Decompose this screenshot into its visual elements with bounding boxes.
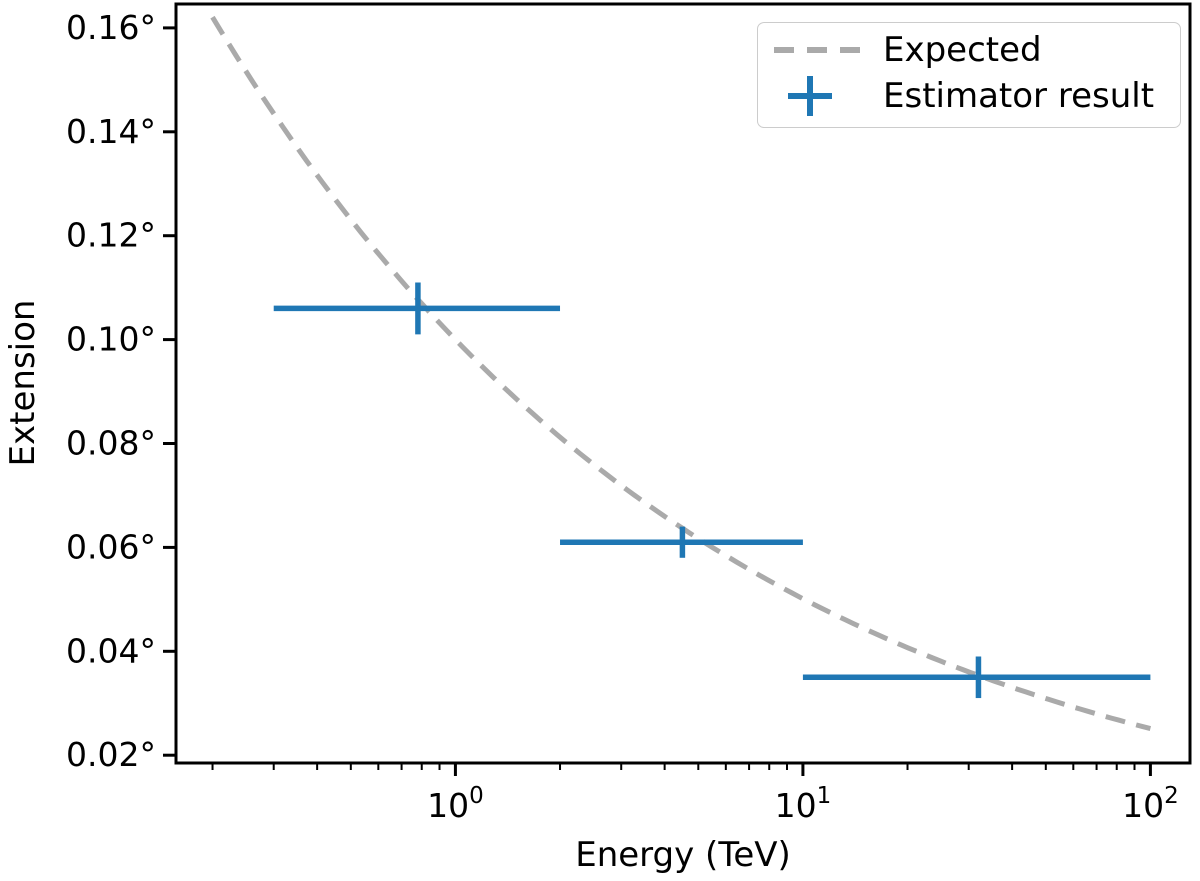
y-tick-label: 0.10° — [66, 320, 156, 359]
legend-item-estimator-result: Estimator result — [772, 74, 1170, 118]
x-tick-label: 100 — [427, 783, 484, 825]
y-axis-label: Extension — [3, 300, 43, 467]
legend-label-expected: Expected — [883, 29, 1042, 70]
legend-label-estimator-result: Estimator result — [883, 75, 1155, 116]
y-tick-label: 0.06° — [66, 527, 156, 566]
legend-item-expected: Expected — [772, 29, 1170, 70]
y-tick-label: 0.14° — [66, 112, 156, 151]
plus-marker-icon — [772, 74, 867, 118]
y-tick-label: 0.04° — [66, 631, 156, 670]
dashed-line-sample-icon — [772, 44, 867, 56]
plus-marker-svg — [788, 76, 832, 117]
x-tick-label: 102 — [1122, 783, 1179, 825]
y-tick-label: 0.08° — [66, 424, 156, 463]
legend: Expected Estimator result — [757, 22, 1181, 128]
plot-border — [174, 2, 1192, 765]
y-tick-label: 0.12° — [66, 216, 156, 255]
x-tick-label: 101 — [775, 783, 832, 825]
y-tick-label: 0.16° — [66, 8, 156, 47]
plot-area: 100 101 102 0.02° 0.04° 0.06° 0.08° 0.10° 0.12° 0… — [66, 2, 1192, 825]
x-axis-label: Energy (TeV) — [575, 835, 791, 875]
y-tick-label: 0.02° — [66, 735, 156, 774]
dashed-line-sample-svg — [774, 47, 860, 54]
